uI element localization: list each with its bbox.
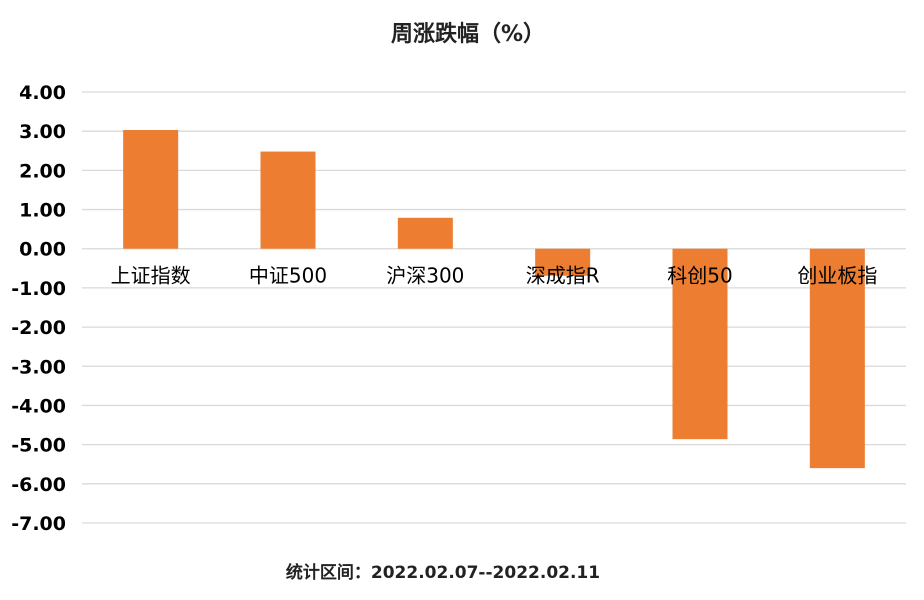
y-tick-label: -7.00 — [11, 513, 66, 535]
bar — [260, 151, 316, 249]
x-category-label: 上证指数 — [111, 264, 191, 288]
gridlines — [82, 91, 906, 524]
x-axis-category-labels: 上证指数 中证500 沪深300 深成指R 科创50 创业板指 — [111, 264, 878, 288]
y-tick-label: -3.00 — [11, 356, 66, 378]
date-range-note: 统计区间：2022.02.07--2022.02.11 — [286, 562, 600, 583]
bar — [672, 248, 728, 440]
bar — [809, 248, 865, 469]
y-tick-label: 0.00 — [19, 239, 66, 261]
y-tick-label: 2.00 — [19, 160, 66, 182]
bar — [535, 248, 591, 276]
bar — [123, 130, 179, 249]
y-axis-tick-labels: 4.00 3.00 2.00 1.00 0.00 -1.00 -2.00 -3.00 -4.00… — [11, 82, 66, 535]
x-category-label: 科创50 — [667, 264, 732, 288]
bars — [123, 130, 865, 469]
y-tick-label: 4.00 — [19, 82, 66, 104]
y-tick-label: -6.00 — [11, 474, 66, 496]
x-category-label: 深成指R — [526, 264, 600, 288]
y-tick-label: -2.00 — [11, 317, 66, 339]
y-tick-label: -4.00 — [11, 395, 66, 417]
y-tick-label: 3.00 — [19, 121, 66, 143]
y-tick-label: -5.00 — [11, 435, 66, 457]
chart-title: 周涨跌幅（%） — [391, 22, 545, 47]
bar — [397, 217, 453, 249]
x-category-label: 创业板指 — [797, 264, 877, 288]
y-tick-label: 1.00 — [19, 200, 66, 222]
x-category-label: 中证500 — [249, 264, 327, 288]
y-tick-label: -1.00 — [11, 278, 66, 300]
x-category-label: 沪深300 — [386, 264, 464, 288]
